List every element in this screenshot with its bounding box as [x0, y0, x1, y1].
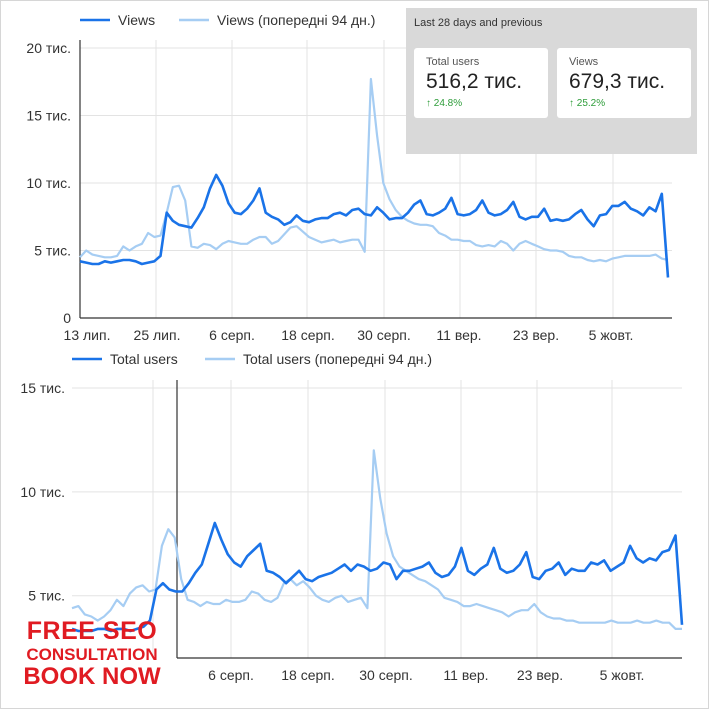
x-tick-label: 11 вер.: [443, 667, 488, 683]
x-tick-label: 23 вер.: [513, 327, 559, 343]
x-tick-label: 30 серп.: [357, 327, 411, 343]
scorecard-delta-value: 25.2%: [576, 98, 606, 109]
x-tick-label: 23 вер.: [517, 667, 563, 683]
arrow-up-icon: ↑: [569, 98, 574, 109]
x-tick-label: 5 жовт.: [600, 667, 645, 683]
scorecard-value: 679,3 тис.: [569, 70, 666, 93]
legend-label: Total users: [110, 351, 178, 367]
x-tick-label: 30 серп.: [359, 667, 413, 683]
views-chart: 0 5 тис. 10 тис. 15 тис. 20 тис. 13 лип. 25 ли…: [26, 12, 672, 343]
views-scorecard[interactable]: Views 679,3 тис. ↑ 25.2%: [557, 48, 691, 118]
x-tick-label: 18 серп.: [281, 667, 335, 683]
scorecard-label: Total users: [426, 56, 480, 68]
y-tick-label: 20 тис.: [26, 40, 71, 56]
series-line: [71, 449, 682, 631]
y-tick-label: 0: [63, 310, 71, 326]
x-tick-label: 6 серп.: [208, 667, 254, 683]
promo-banner[interactable]: FREE SEO CONSULTATION BOOK NOW: [14, 619, 170, 689]
x-tick-label: 25 лип.: [134, 327, 181, 343]
series-line: [71, 521, 684, 633]
scorecard-panel: Last 28 days and previous Total users 51…: [406, 8, 697, 154]
x-tick-label: 18 серп.: [281, 327, 335, 343]
promo-line-1: FREE SEO: [26, 617, 158, 645]
x-tick-label: 6 серп.: [209, 327, 255, 343]
y-tick-label: 15 тис.: [20, 380, 65, 396]
legend-label: Views: [118, 12, 155, 28]
x-tick-label: 11 вер.: [436, 327, 481, 343]
total-users-scorecard[interactable]: Total users 516,2 тис. ↑ 24.8%: [414, 48, 548, 118]
legend-label: Total users (попередні 94 дн.): [243, 351, 432, 367]
scorecard-label: Views: [569, 56, 599, 68]
series-line: [79, 77, 669, 263]
scorecard-value: 516,2 тис.: [426, 70, 523, 93]
scorecard-delta: ↑ 25.2%: [569, 98, 605, 109]
legend-label: Views (попередні 94 дн.): [217, 12, 375, 28]
series-line: [79, 173, 670, 278]
x-tick-label: 13 лип.: [64, 327, 111, 343]
y-tick-label: 10 тис.: [26, 175, 71, 191]
y-tick-label: 5 тис.: [34, 243, 71, 259]
scorecard-delta-value: 24.8%: [433, 98, 463, 109]
y-tick-label: 10 тис.: [20, 484, 65, 500]
x-tick-label: 5 жовт.: [589, 327, 634, 343]
promo-line-3: BOOK NOW: [23, 663, 161, 690]
promo-line-2: CONSULTATION: [26, 645, 158, 664]
scorecard-panel-title: Last 28 days and previous: [414, 17, 543, 29]
arrow-up-icon: ↑: [426, 98, 431, 109]
y-tick-label: 15 тис.: [26, 108, 71, 124]
scorecard-delta: ↑ 24.8%: [426, 98, 462, 109]
y-tick-label: 5 тис.: [28, 588, 65, 604]
